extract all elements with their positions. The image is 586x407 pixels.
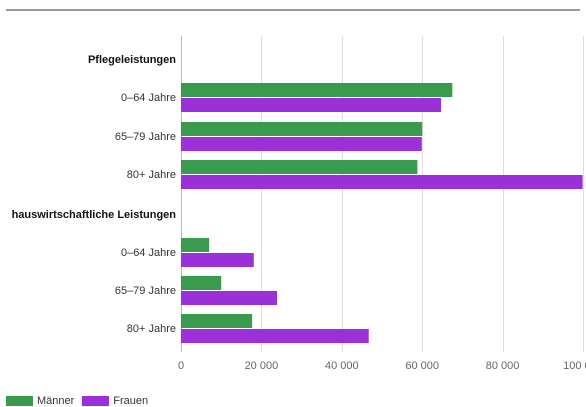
category-label: 65–79 Jahre xyxy=(115,285,176,297)
bars xyxy=(181,83,583,343)
category-label: 80+ Jahre xyxy=(127,323,176,335)
bar-frauen[interactable] xyxy=(181,253,254,267)
bar-frauen[interactable] xyxy=(181,98,442,112)
labels: Pflegeleistungen 0–64 Jahre 65–79 Jahre 80+… xyxy=(12,54,177,335)
bar-maenner[interactable] xyxy=(181,276,222,290)
bar-frauen[interactable] xyxy=(181,175,583,189)
legend-item-frauen[interactable]: Frauen xyxy=(82,395,148,407)
x-tick-label: 60 000 xyxy=(405,360,439,372)
x-tick-label: 0 xyxy=(178,360,184,372)
x-tick-label: 20 000 xyxy=(245,360,279,372)
bar-maenner[interactable] xyxy=(181,238,210,252)
bar-maenner[interactable] xyxy=(181,314,253,328)
legend-label-frauen: Frauen xyxy=(113,395,149,407)
x-tick-label: 100 000 xyxy=(563,360,586,372)
legend-label-maenner: Männer xyxy=(37,395,75,407)
bar-frauen[interactable] xyxy=(181,137,422,151)
group-label: Pflegeleistungen xyxy=(88,54,176,66)
bar-maenner[interactable] xyxy=(181,83,453,97)
x-axis-ticks: 0 20 000 40 000 60 000 80 000 100 000 xyxy=(178,360,586,372)
bar-frauen[interactable] xyxy=(181,291,278,305)
category-label: 0–64 Jahre xyxy=(121,247,176,259)
x-tick-label: 40 000 xyxy=(325,360,359,372)
legend-item-maenner[interactable]: Männer xyxy=(6,395,74,407)
legend-swatch-maenner xyxy=(6,396,33,406)
category-label: 0–64 Jahre xyxy=(121,92,176,104)
bar-maenner[interactable] xyxy=(181,160,418,174)
x-tick-label: 80 000 xyxy=(486,360,520,372)
category-label: 65–79 Jahre xyxy=(115,131,176,143)
group-label: hauswirtschaftliche Leistungen xyxy=(12,209,177,221)
legend: Männer Frauen xyxy=(6,395,156,407)
category-label: 80+ Jahre xyxy=(127,169,176,181)
bar-frauen[interactable] xyxy=(181,329,369,343)
legend-swatch-frauen xyxy=(82,396,110,406)
bar-maenner[interactable] xyxy=(181,122,423,136)
